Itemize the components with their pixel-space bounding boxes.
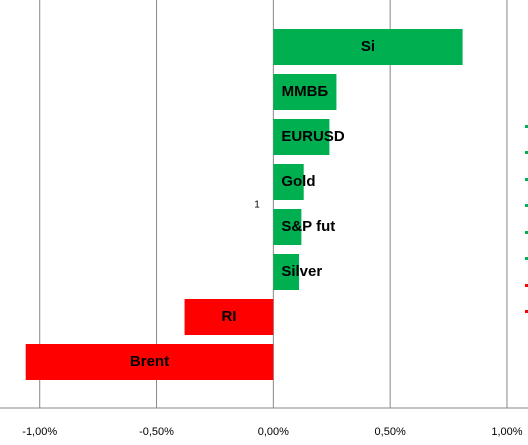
- bar-label: Brent: [130, 353, 169, 370]
- x-tick-label: 1,00%: [491, 426, 522, 438]
- legend-swatch: [525, 310, 528, 313]
- bar: [273, 29, 463, 65]
- bar: [273, 254, 300, 290]
- bar-label: S&P fut: [281, 218, 335, 235]
- legend-swatch: [525, 125, 528, 128]
- bar-label: Silver: [281, 263, 322, 280]
- x-tick-label: 0,00%: [258, 426, 289, 438]
- legend-swatch: [525, 151, 528, 154]
- legend-swatch: [525, 257, 528, 260]
- legend-fragment: [525, 125, 528, 313]
- x-tick-label: -0,50%: [139, 426, 174, 438]
- bar-label: RI: [221, 308, 236, 325]
- bar: [273, 119, 330, 155]
- legend-swatch: [525, 284, 528, 287]
- bar-label: Gold: [281, 173, 315, 190]
- legend-swatch: [525, 204, 528, 207]
- legend-swatch: [525, 178, 528, 181]
- bar: [184, 299, 274, 335]
- x-tick-label: 0,50%: [375, 426, 406, 438]
- bar: [273, 209, 302, 245]
- y-axis-label: 1: [254, 200, 260, 211]
- bar-label: Si: [361, 38, 375, 55]
- bar-label: EURUSD: [281, 128, 345, 145]
- legend-swatch: [525, 231, 528, 234]
- x-tick-label: -1,00%: [22, 426, 57, 438]
- bar: [273, 74, 337, 110]
- bar: [273, 164, 304, 200]
- bar: [25, 344, 274, 380]
- bar-label: ММВБ: [282, 83, 329, 100]
